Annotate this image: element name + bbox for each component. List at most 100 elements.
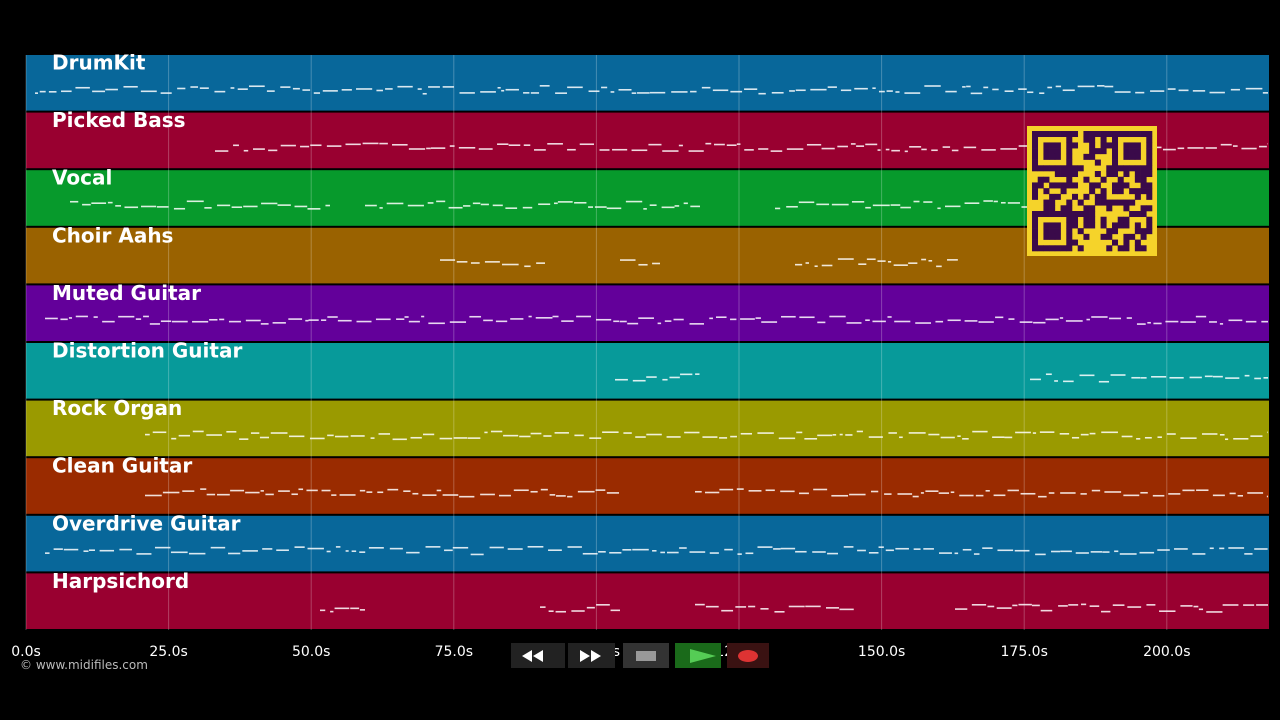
qr-module bbox=[1140, 245, 1147, 252]
note bbox=[250, 432, 260, 434]
qr-module bbox=[1054, 182, 1061, 189]
note bbox=[837, 145, 848, 148]
note bbox=[1014, 549, 1030, 552]
note bbox=[1178, 89, 1189, 92]
note bbox=[242, 550, 258, 552]
note bbox=[596, 318, 612, 321]
note bbox=[410, 436, 422, 439]
note bbox=[895, 547, 909, 550]
note bbox=[1004, 436, 1013, 439]
qr-module bbox=[1049, 131, 1056, 138]
qr-module bbox=[1112, 239, 1119, 246]
note bbox=[243, 205, 258, 208]
note bbox=[92, 90, 106, 93]
note bbox=[392, 143, 408, 146]
qr-module bbox=[1049, 199, 1056, 206]
note bbox=[701, 86, 711, 89]
transport-controls bbox=[511, 643, 769, 668]
note bbox=[1077, 85, 1095, 88]
qr-module bbox=[1060, 171, 1067, 178]
note bbox=[1048, 492, 1055, 494]
note bbox=[1098, 380, 1110, 383]
qr-module bbox=[1037, 131, 1044, 138]
note bbox=[272, 322, 286, 324]
note bbox=[403, 490, 411, 492]
note bbox=[480, 91, 496, 93]
note bbox=[709, 552, 719, 554]
qr-module bbox=[1043, 245, 1050, 252]
note bbox=[893, 264, 908, 266]
qr-module bbox=[1066, 228, 1073, 235]
note bbox=[671, 91, 688, 93]
note bbox=[1192, 90, 1206, 92]
qr-module bbox=[1134, 142, 1141, 149]
note bbox=[854, 87, 868, 90]
qr-module bbox=[1106, 205, 1113, 212]
note bbox=[377, 491, 384, 494]
note bbox=[1209, 321, 1217, 323]
note bbox=[280, 144, 296, 147]
note bbox=[758, 92, 766, 95]
note bbox=[325, 204, 330, 207]
note bbox=[192, 320, 209, 323]
note bbox=[780, 490, 795, 493]
note bbox=[666, 551, 679, 554]
note bbox=[1169, 376, 1184, 379]
note bbox=[610, 609, 620, 612]
note bbox=[744, 149, 754, 151]
note bbox=[786, 205, 798, 208]
note bbox=[1071, 436, 1080, 439]
note bbox=[1104, 85, 1114, 88]
note bbox=[920, 492, 924, 494]
note bbox=[577, 490, 595, 493]
note bbox=[1225, 438, 1229, 441]
qr-module bbox=[1140, 131, 1147, 138]
note bbox=[548, 549, 562, 552]
note bbox=[804, 437, 818, 440]
note bbox=[1004, 90, 1014, 92]
note bbox=[1219, 434, 1225, 436]
note bbox=[582, 552, 598, 555]
track-name: Overdrive Guitar bbox=[52, 511, 241, 535]
note bbox=[950, 491, 955, 494]
qr-module bbox=[1123, 233, 1130, 240]
note bbox=[619, 320, 627, 323]
qr-module bbox=[1032, 131, 1039, 138]
qr-module bbox=[1066, 239, 1073, 246]
qr-module bbox=[1134, 171, 1141, 178]
qr-module bbox=[1066, 216, 1073, 223]
note bbox=[375, 318, 391, 321]
note bbox=[635, 436, 646, 438]
note bbox=[795, 550, 807, 553]
note bbox=[1187, 147, 1204, 149]
note bbox=[637, 92, 650, 94]
qr-module bbox=[1066, 205, 1073, 212]
qr-module bbox=[1117, 245, 1124, 252]
note bbox=[89, 549, 95, 552]
note bbox=[1068, 604, 1079, 606]
note bbox=[648, 143, 662, 146]
note bbox=[963, 146, 977, 149]
note bbox=[356, 320, 372, 323]
qr-module bbox=[1146, 159, 1153, 166]
note bbox=[233, 144, 239, 147]
qr-module bbox=[1140, 171, 1147, 178]
note bbox=[1229, 492, 1236, 495]
note bbox=[469, 315, 482, 318]
qr-module bbox=[1049, 153, 1056, 160]
note bbox=[1018, 603, 1032, 606]
note bbox=[1233, 437, 1249, 440]
note bbox=[709, 317, 713, 320]
qr-module bbox=[1146, 171, 1153, 178]
qr-module bbox=[1049, 228, 1056, 235]
note bbox=[245, 491, 260, 494]
note bbox=[188, 552, 206, 555]
note bbox=[646, 376, 657, 378]
note bbox=[439, 437, 453, 440]
qr-module bbox=[1117, 216, 1124, 223]
qr-module bbox=[1072, 131, 1079, 138]
qr-module bbox=[1134, 165, 1141, 172]
note bbox=[831, 494, 849, 497]
note bbox=[1045, 318, 1059, 321]
note bbox=[1205, 147, 1217, 149]
